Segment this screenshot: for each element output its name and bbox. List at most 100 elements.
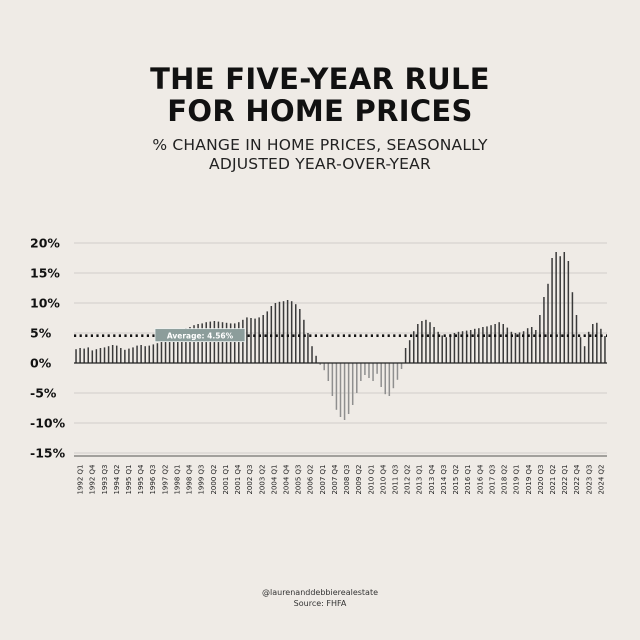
bar — [356, 363, 358, 393]
x-tick-label: 2018 Q2 — [501, 464, 509, 494]
bar — [571, 292, 574, 363]
bar — [140, 345, 142, 363]
bar — [592, 324, 594, 363]
bar — [408, 340, 411, 363]
bar — [189, 327, 191, 363]
bar — [290, 301, 293, 363]
x-axis-labels: 1992 Q1 1992 Q4 1993 Q3 1994 Q2 1995 Q1 1995 … — [77, 464, 606, 495]
bar — [514, 333, 517, 363]
bar — [181, 329, 183, 363]
x-tick-label: 2016 Q4 — [476, 464, 484, 495]
bar — [79, 348, 81, 363]
bar — [425, 319, 427, 363]
bar — [91, 350, 94, 363]
bar — [144, 346, 146, 363]
x-tick-label: 2001 Q4 — [234, 464, 242, 495]
bar — [315, 355, 317, 363]
bar — [282, 301, 285, 363]
bar — [392, 363, 395, 389]
x-tick-label: 2010 Q4 — [379, 464, 387, 495]
bar — [307, 333, 309, 363]
bar — [559, 256, 561, 363]
bar — [132, 347, 134, 363]
x-tick-label: 1998 Q4 — [186, 464, 194, 495]
bar — [124, 349, 126, 363]
bar — [518, 332, 521, 363]
bar — [445, 337, 448, 363]
bar — [474, 328, 476, 363]
x-tick-label: 2010 Q1 — [367, 465, 375, 495]
x-tick-label: 2009 Q2 — [355, 465, 363, 495]
bar — [421, 321, 423, 363]
bar — [160, 341, 163, 363]
bar — [360, 363, 362, 381]
x-tick-label: 2011 Q3 — [392, 465, 400, 495]
chart-title-line2: FOR HOME PRICES — [167, 94, 473, 128]
x-tick-label: 2017 Q3 — [488, 464, 496, 494]
bar — [579, 337, 582, 363]
x-tick-label: 1995 Q4 — [137, 464, 145, 495]
bar — [177, 330, 179, 363]
bar — [120, 348, 122, 363]
x-tick-label: 2016 Q1 — [464, 465, 472, 495]
footer-handle: @laurenanddebbierealestate — [262, 588, 378, 597]
bar — [75, 349, 77, 363]
bar — [250, 318, 252, 363]
bar — [274, 303, 277, 363]
x-tick-label: 2012 Q2 — [404, 465, 412, 495]
bar — [136, 345, 138, 363]
bar — [384, 363, 387, 395]
x-tick-label: 2015 Q2 — [452, 465, 460, 495]
bar — [128, 348, 130, 363]
x-tick-label: 2013 Q1 — [416, 465, 424, 495]
y-tick-label: 15% — [30, 266, 60, 281]
bar — [490, 325, 492, 363]
bar — [87, 347, 89, 363]
bar — [596, 322, 598, 363]
x-tick-label: 2022 Q1 — [561, 465, 569, 495]
bar — [449, 334, 452, 363]
bar — [168, 336, 171, 363]
bar — [156, 343, 159, 363]
x-tick-label: 2004 Q4 — [282, 464, 290, 495]
bar — [95, 349, 98, 363]
bar — [526, 328, 529, 363]
x-tick-label: 2019 Q1 — [513, 465, 521, 495]
bar — [502, 324, 504, 363]
x-tick-label: 1999 Q3 — [198, 465, 206, 495]
bar — [400, 363, 403, 369]
bar — [530, 327, 533, 363]
bar — [339, 363, 342, 417]
bar — [469, 330, 472, 363]
y-tick-label: -15% — [30, 446, 66, 461]
bar — [262, 315, 264, 363]
bar — [351, 363, 354, 405]
x-tick-label: 1995 Q1 — [125, 465, 133, 495]
x-tick-label: 2005 Q3 — [295, 465, 303, 495]
bar — [209, 321, 212, 363]
bar — [115, 345, 118, 363]
x-tick-label: 2004 Q1 — [270, 465, 278, 495]
x-tick-label: 2022 Q4 — [573, 464, 581, 495]
bar — [498, 322, 500, 363]
bar — [510, 331, 513, 363]
x-tick-label: 1994 Q2 — [113, 465, 121, 495]
y-tick-label: 10% — [30, 296, 60, 311]
bar — [587, 331, 590, 363]
bar — [433, 327, 435, 363]
bar — [551, 258, 553, 363]
bar — [238, 322, 240, 363]
bar — [83, 348, 85, 363]
bar — [478, 328, 480, 363]
bar — [441, 335, 443, 363]
chart-subtitle-line2: ADJUSTED YEAR-OVER-YEAR — [209, 155, 431, 173]
footer-source: Source: FHFA — [293, 599, 347, 608]
bar — [111, 345, 114, 363]
bar — [294, 304, 297, 363]
bar — [201, 323, 203, 363]
x-tick-label: 2014 Q3 — [440, 465, 448, 495]
bar — [522, 331, 525, 363]
bar — [254, 318, 256, 363]
bar — [539, 315, 541, 363]
